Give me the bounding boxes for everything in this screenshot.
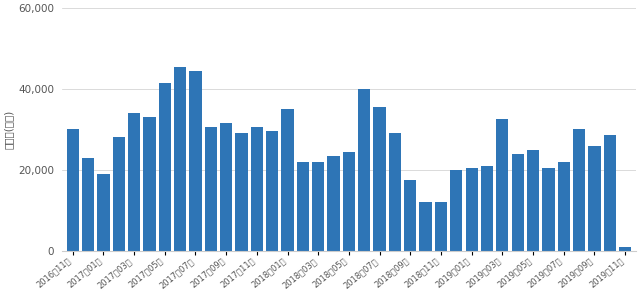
Bar	[619, 246, 631, 250]
Bar	[481, 166, 493, 250]
Bar	[557, 162, 570, 250]
Bar	[404, 180, 417, 250]
Bar	[374, 107, 386, 250]
Bar	[67, 129, 79, 250]
Bar	[159, 83, 171, 250]
Bar	[312, 162, 324, 250]
Bar	[143, 117, 156, 250]
Bar	[328, 156, 340, 250]
Bar	[236, 133, 248, 250]
Bar	[297, 162, 309, 250]
Bar	[82, 158, 94, 250]
Bar	[220, 123, 232, 250]
Bar	[113, 137, 125, 250]
Bar	[266, 131, 278, 250]
Bar	[251, 127, 263, 250]
Bar	[588, 146, 600, 250]
Bar	[450, 170, 463, 250]
Bar	[189, 71, 202, 250]
Bar	[282, 109, 294, 250]
Bar	[419, 202, 432, 250]
Bar	[97, 174, 109, 250]
Bar	[527, 150, 539, 250]
Bar	[496, 119, 508, 250]
Y-axis label: 거래량(건수): 거래량(건수)	[4, 110, 14, 149]
Bar	[435, 202, 447, 250]
Bar	[128, 113, 140, 250]
Bar	[542, 168, 554, 250]
Bar	[465, 168, 478, 250]
Bar	[511, 153, 524, 250]
Bar	[573, 129, 585, 250]
Bar	[358, 89, 371, 250]
Bar	[604, 136, 616, 250]
Bar	[174, 67, 186, 250]
Bar	[388, 133, 401, 250]
Bar	[343, 152, 355, 250]
Bar	[205, 127, 217, 250]
